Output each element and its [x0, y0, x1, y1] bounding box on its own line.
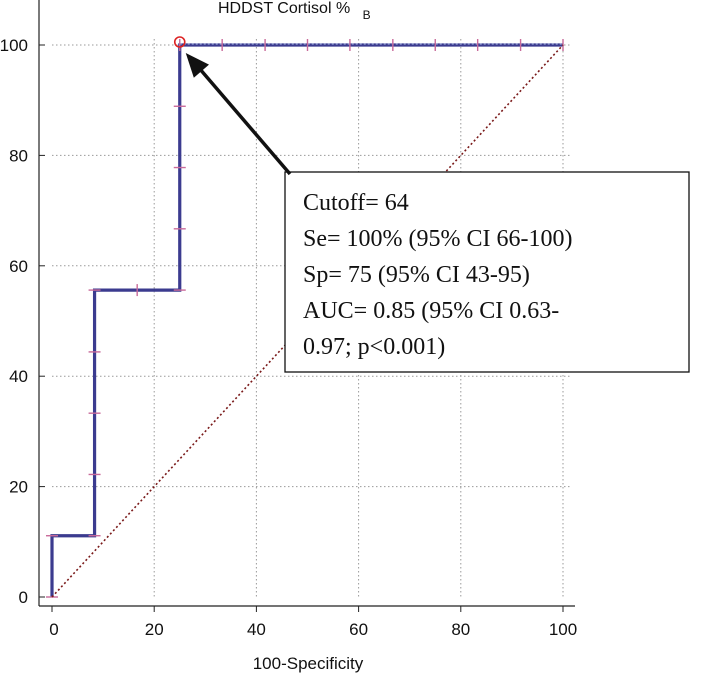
annotation-arrow-head	[185, 53, 209, 78]
y-tick-label: 100	[0, 36, 28, 55]
chart-title-main: HDDST Cortisol %	[218, 0, 350, 17]
annotation-line: AUC= 0.85 (95% CI 0.63-	[303, 298, 559, 324]
y-tick-label: 0	[19, 588, 28, 607]
chart-title-subscript: B	[363, 8, 371, 22]
x-tick-label: 100	[549, 620, 577, 639]
annotation-layer: Cutoff= 64 Se= 100% (95% CI 66-100) Sp= 75…	[185, 53, 690, 373]
chart-title: HDDST Cortisol % B	[218, 0, 371, 22]
x-tick-label: 0	[49, 620, 58, 639]
annotation-box	[284, 171, 690, 373]
reference-diagonal-line	[51, 44, 564, 598]
x-tick-label: 20	[145, 620, 164, 639]
y-tick-label: 20	[9, 478, 28, 497]
x-axis-label: 100-Specificity	[253, 654, 364, 673]
axes	[38, 0, 575, 612]
x-tick-label: 60	[349, 620, 368, 639]
annotation-line: Se= 100% (95% CI 66-100)	[303, 226, 573, 252]
series-layer	[46, 36, 564, 598]
x-tick-label: 40	[247, 620, 266, 639]
y-tick-label: 80	[9, 146, 28, 165]
x-tick-label: 80	[451, 620, 470, 639]
annotation-arrow-shaft	[193, 61, 292, 176]
optimal-cutoff-marker	[173, 36, 186, 48]
y-tick-label: 60	[9, 257, 28, 276]
annotation-line: Cutoff= 64	[303, 190, 409, 216]
annotation-line: 0.97; p<0.001)	[303, 334, 445, 360]
y-tick-label: 40	[9, 367, 28, 386]
annotation-line: Sp= 75 (95% CI 43-95)	[303, 262, 530, 288]
tick-labels: 0 20 40 60 80 100 0 20 40 60 80 100	[0, 36, 577, 639]
